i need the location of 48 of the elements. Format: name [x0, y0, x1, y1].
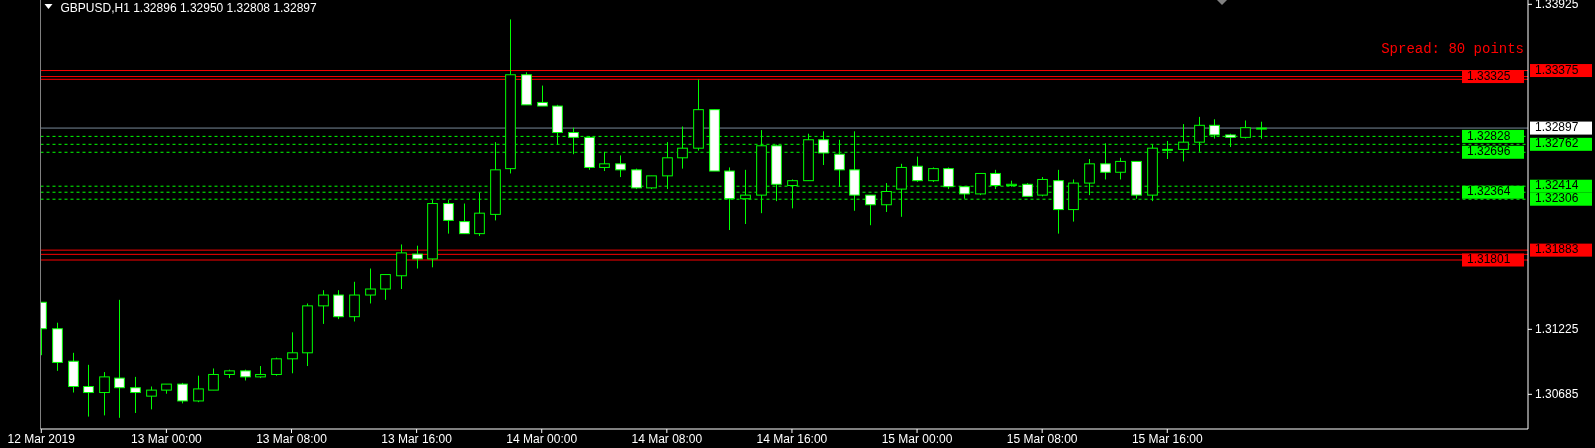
ref-line-label: 1.32762 [1535, 136, 1579, 151]
candlestick [615, 154, 626, 178]
x-tick-label: 13 Mar 16:00 [381, 432, 453, 446]
candlestick [443, 199, 454, 235]
x-tick-label: 14 Mar 08:00 [631, 432, 703, 446]
candlestick [380, 274, 391, 301]
candlestick [146, 386, 157, 410]
candlestick [130, 376, 141, 414]
ref-line-label: 1.33375 [1535, 62, 1579, 77]
x-tick-label: 15 Mar 00:00 [881, 432, 953, 446]
x-tick-label: 14 Mar 00:00 [506, 432, 578, 446]
ref-line-label: 1.31883 [1535, 242, 1579, 257]
ref-line-label: 1.32696 [1467, 144, 1511, 159]
x-tick-label: 13 Mar 08:00 [256, 432, 328, 446]
candlestick [412, 245, 423, 270]
ref-line-label: 1.32828 [1467, 128, 1511, 143]
candlestick [349, 281, 360, 323]
candlestick [287, 331, 298, 374]
y-tick-label: 1.33925 [1535, 0, 1579, 11]
candlestick [83, 364, 94, 418]
candlestick [912, 156, 923, 183]
chart-title: GBPUSD,H1 1.32896 1.32950 1.32808 1.32897 [60, 1, 318, 15]
candlestick [537, 85, 548, 107]
ref-line-label: 1.31801 [1467, 252, 1511, 267]
candlestick [208, 367, 219, 391]
candlestick [99, 371, 110, 416]
x-tick-label: 12 Mar 2019 [7, 432, 76, 446]
candlestick [365, 268, 376, 304]
candlestick [396, 243, 407, 290]
candlestick [459, 203, 470, 235]
y-tick-label: 1.30685 [1535, 386, 1579, 401]
x-tick-label: 15 Mar 16:00 [1131, 432, 1203, 446]
candlestick [114, 299, 125, 419]
x-tick-label: 13 Mar 00:00 [131, 432, 203, 446]
ref-line-label: 1.32306 [1535, 191, 1579, 206]
ref-line-label: 1.33325 [1467, 68, 1511, 83]
x-tick-label: 14 Mar 16:00 [756, 432, 828, 446]
candlestick [318, 289, 329, 325]
candlestick [333, 289, 344, 320]
ref-line-label: 1.32364 [1467, 184, 1511, 199]
y-tick-label: 1.31225 [1535, 321, 1579, 336]
candlestick [1240, 119, 1251, 140]
ref-line-label: 1.32897 [1535, 120, 1579, 135]
x-tick-label: 15 Mar 08:00 [1006, 432, 1078, 446]
annotation: Spread: 80 points [1381, 41, 1524, 57]
ref-line-label: 1.32414 [1535, 178, 1579, 193]
candlestick [193, 375, 204, 403]
candlestick [1115, 157, 1126, 180]
